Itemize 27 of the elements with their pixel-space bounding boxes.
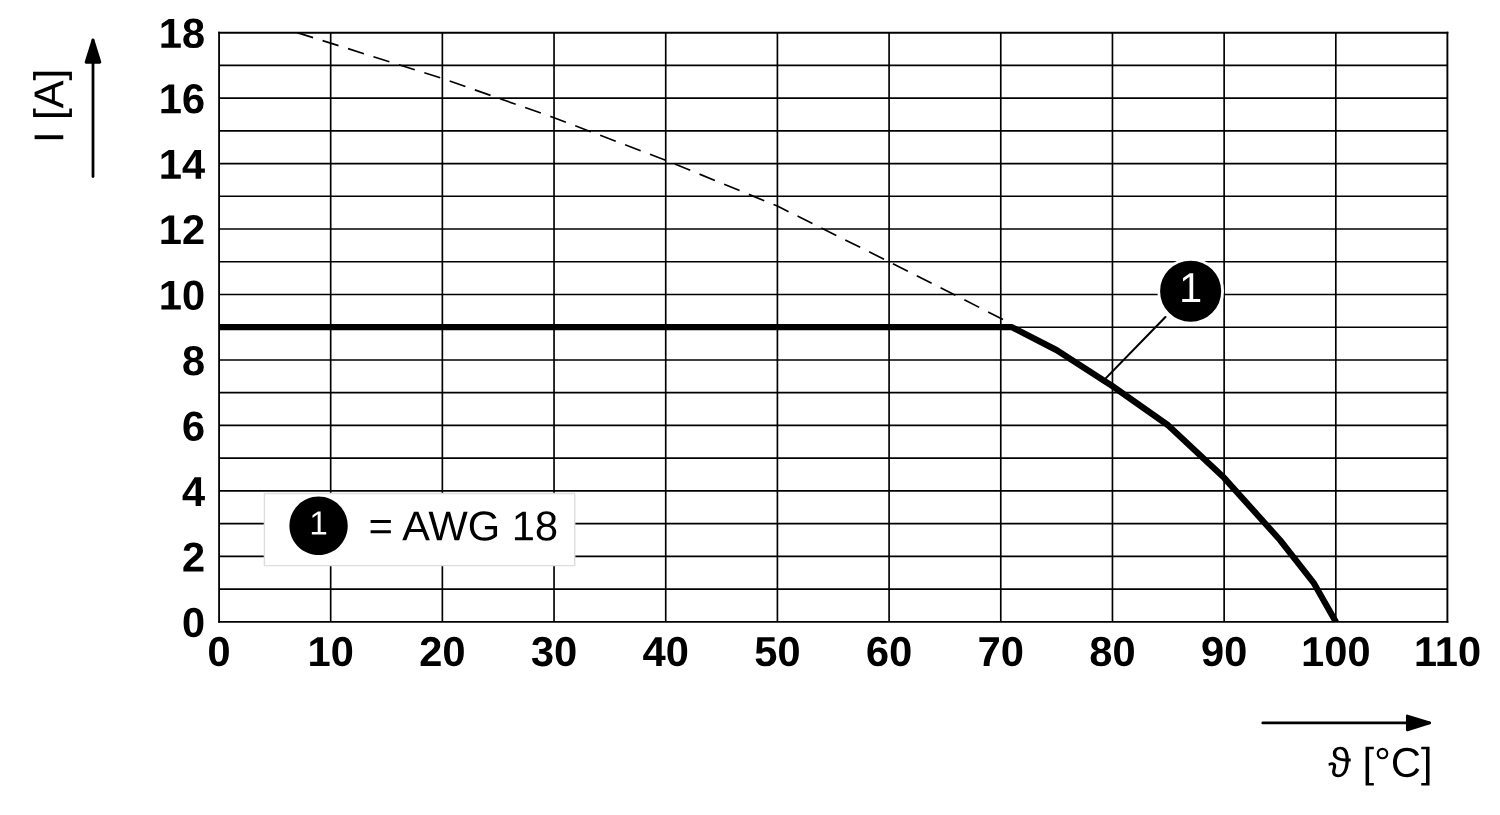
y-tick-label: 6 (183, 411, 204, 441)
x-tick-label: 90 (1202, 636, 1246, 667)
x-tick-label: 0 (209, 636, 229, 667)
y-tick-label: 12 (161, 215, 204, 245)
y-tick-label: 4 (182, 477, 205, 506)
x-tick-label: 40 (643, 636, 688, 667)
y-tick-label: 18 (161, 18, 204, 49)
x-tick-label: 80 (1090, 636, 1134, 667)
x-tick-label: 20 (420, 636, 464, 667)
x-tick-label: 10 (310, 636, 353, 667)
x-axis-title: ϑ [°C] (1328, 746, 1430, 786)
x-tick-label: 30 (531, 636, 576, 667)
y-tick-label: 8 (183, 345, 204, 376)
x-tick-label: 60 (867, 636, 911, 667)
y-tick-label: 2 (183, 542, 204, 572)
y-tick-label: 16 (161, 84, 204, 114)
x-tick-label: 70 (979, 636, 1023, 667)
y-tick-label: 14 (161, 149, 205, 179)
text: 1 (311, 511, 327, 535)
x-tick-label: 110 (1416, 636, 1480, 667)
x-tick-label: 100 (1303, 636, 1369, 667)
y-tick-label: 10 (161, 280, 204, 310)
y-axis-title: I [A] (33, 71, 72, 140)
x-tick-label: 50 (755, 636, 799, 667)
y-tick-label: 0 (183, 607, 204, 638)
legend-label: = AWG 18 (370, 511, 557, 541)
annotation: 1 (1182, 273, 1201, 302)
